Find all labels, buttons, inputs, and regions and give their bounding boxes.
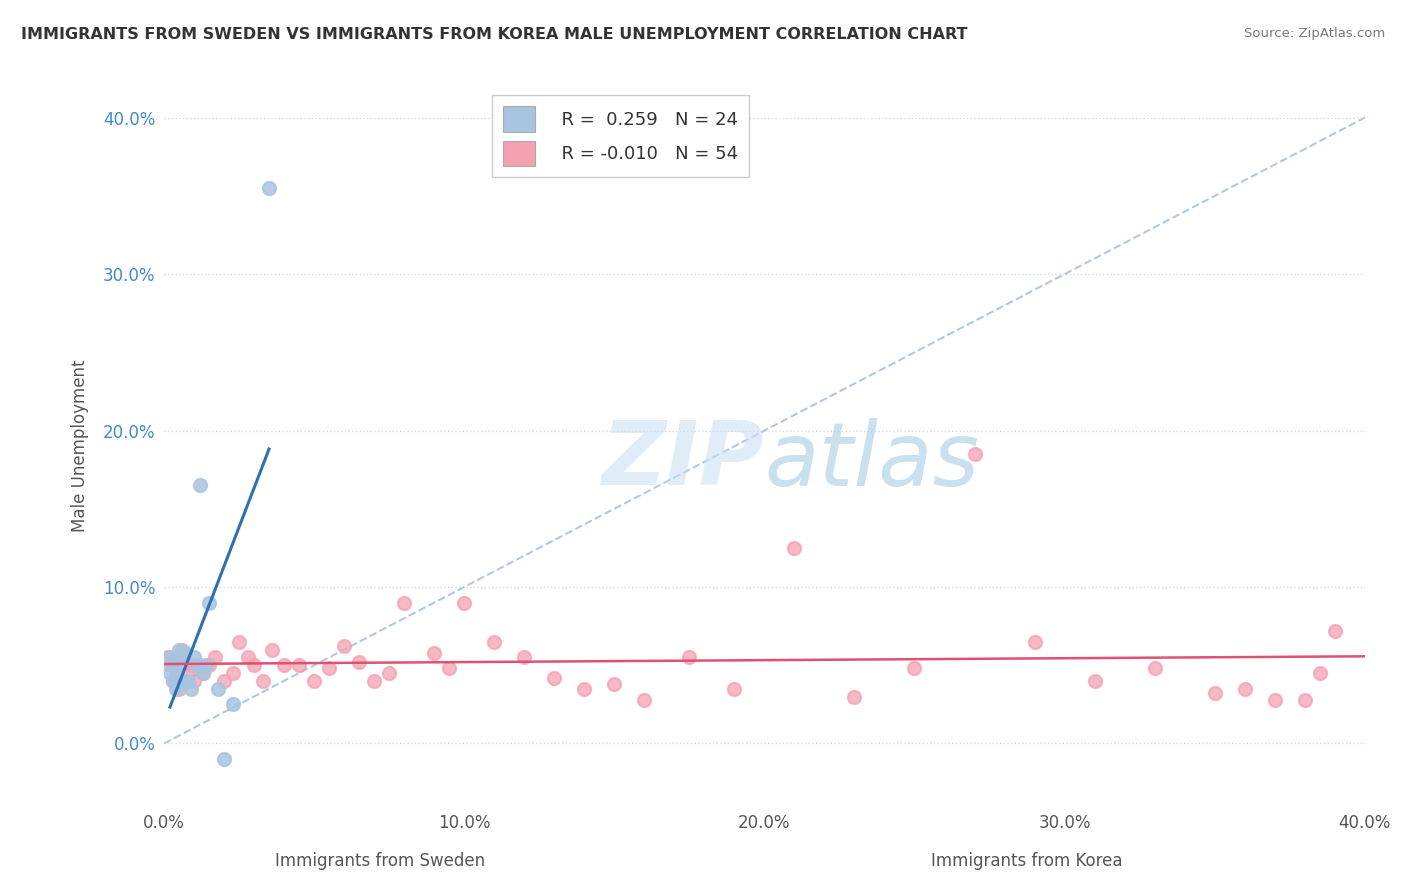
Text: Immigrants from Korea: Immigrants from Korea [931,852,1122,870]
Point [183,650,205,665]
Point [170,673,193,688]
Point [167,642,190,657]
Point [212,673,235,688]
Point [191,666,214,681]
Point [243,658,266,673]
Point [302,673,325,688]
Point [162,673,184,688]
Point [513,650,536,665]
Point [212,752,235,766]
Point [159,658,181,673]
Point [453,596,475,610]
Point [204,650,226,665]
Point [423,646,446,660]
Point [1143,661,1166,675]
Point [252,673,274,688]
Point [482,634,505,648]
Point [963,447,986,461]
Point [191,666,214,681]
Point [174,673,197,688]
Point [159,666,181,681]
Text: IMMIGRANTS FROM SWEDEN VS IMMIGRANTS FROM KOREA MALE UNEMPLOYMENT CORRELATION CH: IMMIGRANTS FROM SWEDEN VS IMMIGRANTS FRO… [21,27,967,42]
Point [207,681,229,696]
Text: Immigrants from Sweden: Immigrants from Sweden [274,852,485,870]
Point [257,181,280,195]
Text: atlas: atlas [765,417,979,504]
Point [723,681,745,696]
Point [273,658,295,673]
Point [574,681,596,696]
Point [378,666,401,681]
Point [198,596,221,610]
Y-axis label: Male Unemployment: Male Unemployment [72,360,89,533]
Point [167,673,190,688]
Point [180,658,202,673]
Point [633,692,655,706]
Point [165,666,187,681]
Point [167,658,190,673]
Point [1233,681,1256,696]
Point [844,690,866,704]
Point [174,646,197,660]
Point [903,661,925,675]
Point [159,650,181,665]
Point [678,650,700,665]
Point [603,677,626,691]
Point [180,681,202,696]
Point [1084,673,1107,688]
Point [167,681,190,696]
Point [162,673,184,688]
Point [1024,634,1046,648]
Point [1294,692,1316,706]
Text: ZIP: ZIP [602,417,765,504]
Point [437,661,460,675]
Point [177,666,200,681]
Point [1264,692,1286,706]
Point [186,658,208,673]
Point [156,650,179,665]
Point [347,655,370,669]
Point [333,640,356,654]
Point [188,478,211,492]
Point [162,658,184,673]
Point [198,658,221,673]
Point [318,661,340,675]
Point [222,698,245,712]
Point [1204,686,1226,700]
Point [1309,666,1331,681]
Point [783,541,806,555]
Point [183,673,205,688]
Point [165,681,187,696]
Text: Source: ZipAtlas.com: Source: ZipAtlas.com [1244,27,1385,40]
Point [260,642,283,657]
Point [165,650,187,665]
Point [188,658,211,673]
Point [195,658,218,673]
Point [392,596,415,610]
Point [170,650,193,665]
Point [177,673,200,688]
Point [543,671,565,685]
Legend:   R =  0.259   N = 24,   R = -0.010   N = 54: R = 0.259 N = 24, R = -0.010 N = 54 [492,95,748,178]
Point [170,642,193,657]
Point [1323,624,1346,638]
Point [222,666,245,681]
Point [236,650,259,665]
Point [288,658,311,673]
Point [228,634,250,648]
Point [363,673,385,688]
